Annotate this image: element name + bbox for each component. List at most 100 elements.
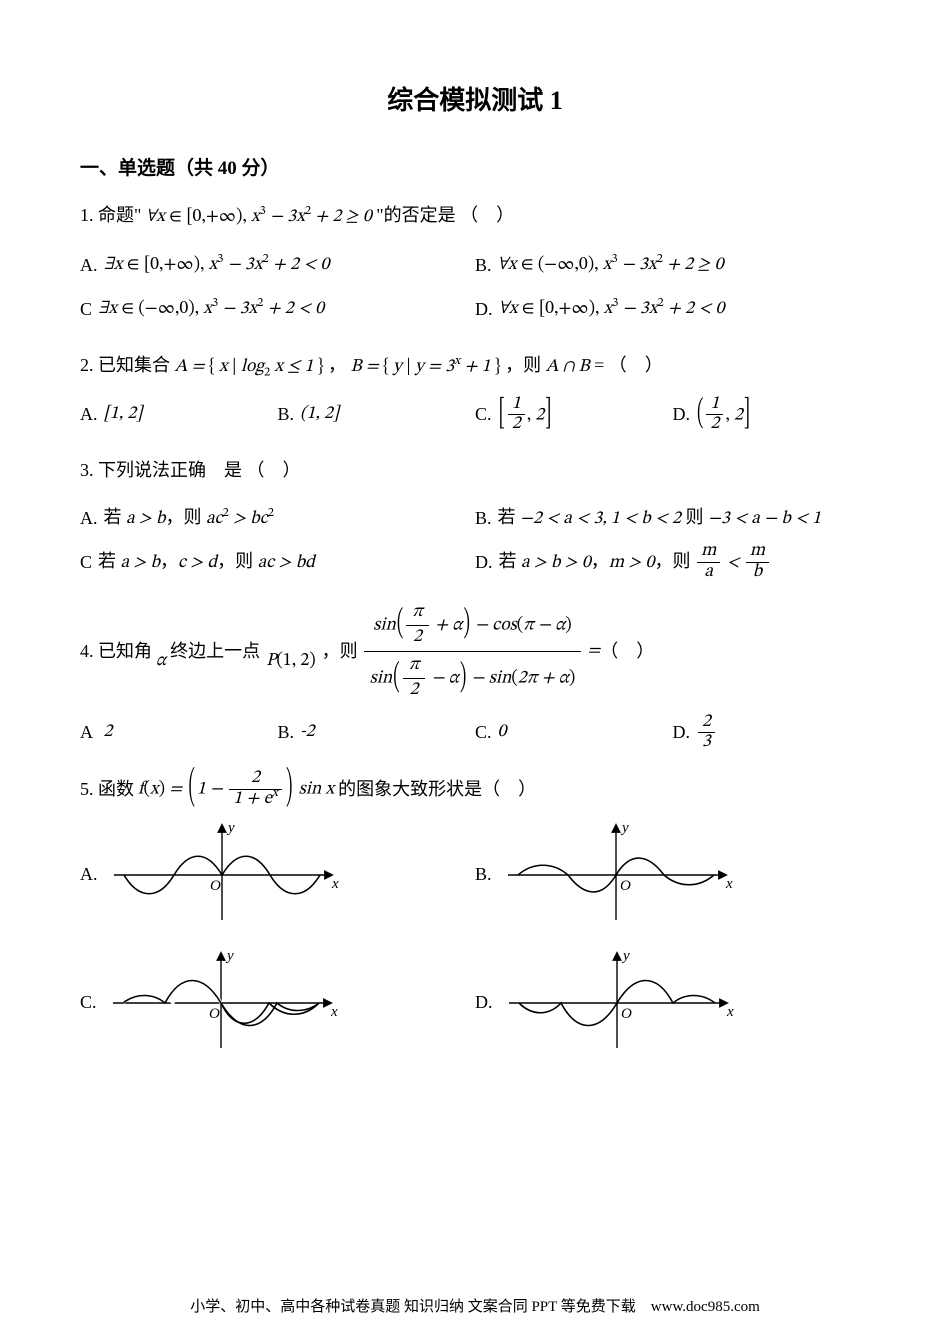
q2-opt-d: D. (12, 2] xyxy=(673,393,871,437)
q2-lead2: ，则 A ∩ B = xyxy=(505,355,604,375)
q4-opt-d: D. 23 xyxy=(673,711,871,755)
q2-stem: 2. 已知集合 A = { x | log2 x ≤ 1 } ， B = { y… xyxy=(80,346,870,388)
q2-num: 2. xyxy=(80,355,94,375)
opt-label: A. xyxy=(80,395,98,435)
q2-opt-b: B. (1, 2] xyxy=(278,393,476,437)
log-base: 2 xyxy=(264,365,270,378)
section-1-header: 一、单选题（共 40 分） xyxy=(80,153,870,180)
q1-c-expr: ∃x ∈ (−∞,0), x3 − 3x2 + 2 < 0 xyxy=(98,290,324,330)
q5-graphs: A. x y O B. xyxy=(80,820,870,1076)
opt-label: C xyxy=(80,290,92,330)
q1-d-expr: ∀x ∈ [0,+∞), x3 − 3x2 + 2 < 0 xyxy=(499,290,725,330)
q3-blank: （ ） xyxy=(247,460,301,480)
q5-blank: （ ） xyxy=(482,770,536,810)
opt-label: C. xyxy=(475,395,492,435)
den: 3 xyxy=(698,732,715,753)
q2-lead1: 已知集合 xyxy=(98,355,170,375)
q4-num: 4. xyxy=(80,632,94,672)
q4-lead2: 终边上一点 xyxy=(170,632,260,672)
origin-label: O xyxy=(210,878,221,894)
q4-bigfrac: sin(π2 + α) − cos(π − α) sin(π2 − α) − s… xyxy=(364,599,582,705)
q2-opt-c: C. [12, 2] xyxy=(475,393,673,437)
q2-c-expr: [12, 2] xyxy=(498,395,553,436)
q2-b-expr: (1, 2] xyxy=(300,395,339,435)
axis-x-label: x xyxy=(330,1004,338,1020)
q4-point-block: P(1, 2) xyxy=(266,632,316,672)
opt-label: A. xyxy=(80,855,98,895)
num: 2 xyxy=(698,713,715,733)
graph-b: x y O xyxy=(498,820,738,930)
q4-a-val: 2 xyxy=(104,713,113,753)
q4-blank: （ ） xyxy=(600,632,654,672)
q3-a-expr: 若 a > b，则 ac2 > bc2 xyxy=(104,498,274,540)
axis-x-label: x xyxy=(331,876,339,892)
q4-lead3: ，则 xyxy=(322,632,358,672)
opt-label: D. xyxy=(475,543,493,583)
opt-label: B. xyxy=(475,855,492,895)
question-3: 3. 下列说法正确 是 （ ） A. 若 a > b，则 ac2 > bc2 B… xyxy=(80,451,870,585)
q1-opt-d: D. ∀x ∈ [0,+∞), x3 − 3x2 + 2 < 0 xyxy=(475,288,870,332)
q2-opt-a: A. [1, 2] xyxy=(80,393,278,437)
q4-opt-c: C. 0 xyxy=(475,711,673,755)
q1-blank: （ ） xyxy=(460,205,514,225)
question-2: 2. 已知集合 A = { x | log2 x ≤ 1 } ， B = { y… xyxy=(80,346,870,438)
q4-eq: = xyxy=(587,632,600,672)
q5-opt-b: B. x y O xyxy=(475,820,870,930)
axis-y-label: y xyxy=(620,820,629,836)
origin-label: O xyxy=(209,1006,220,1022)
opt-label: D. xyxy=(475,983,493,1023)
q1-expr: ∀x ∈ [0,+∞), x3 − 3x2 + 2 ≥ 0 xyxy=(146,208,372,226)
page-title: 综合模拟测试 1 xyxy=(80,80,870,117)
exp: x xyxy=(454,354,460,367)
opt-label: B. xyxy=(475,499,492,539)
q3-opt-a: A. 若 a > b，则 ac2 > bc2 xyxy=(80,497,475,541)
q5-num: 5. xyxy=(80,770,94,810)
q1-lead1: 命题" xyxy=(98,205,141,225)
q5-func: f(x) = (1 − 21 + ex) sin x xyxy=(138,769,334,810)
q2-d-expr: (12, 2] xyxy=(696,395,751,436)
q5-opt-d: D. x y O xyxy=(475,948,870,1058)
axis-y-label: y xyxy=(225,948,234,964)
question-5: 5. 函数 f(x) = (1 − 21 + ex) sin x 的图象大致形状… xyxy=(80,769,870,1076)
origin-label: O xyxy=(621,1006,632,1022)
q4-options: A 2 B. -2 C. 0 D. 23 xyxy=(80,711,870,755)
graph-a: x y O xyxy=(104,820,344,930)
q1-opt-a: A. ∃x ∈ [0,+∞), x3 − 3x2 + 2 < 0 xyxy=(80,244,475,288)
q4-lead1: 已知角 xyxy=(98,632,152,672)
opt-label: A. xyxy=(80,246,98,286)
q4-opt-a: A 2 xyxy=(80,711,278,755)
q3-text: 下列说法正确 是 xyxy=(98,460,242,480)
q1-options: A. ∃x ∈ [0,+∞), x3 − 3x2 + 2 < 0 B. ∀x ∈… xyxy=(80,244,870,332)
q1-lead2: "的否定是 xyxy=(376,205,455,225)
q3-stem: 3. 下列说法正确 是 （ ） xyxy=(80,451,870,491)
q2-blank: （ ） xyxy=(609,355,663,375)
axis-y-label: y xyxy=(621,948,630,964)
axis-y-label: y xyxy=(226,820,235,836)
q1-a-expr: ∃x ∈ [0,+∞), x3 − 3x2 + 2 < 0 xyxy=(104,246,330,286)
q5-opt-a: A. x y O xyxy=(80,820,475,930)
q4-alpha: α xyxy=(156,652,166,672)
q3-num: 3. xyxy=(80,460,94,480)
q4-alpha-block: α xyxy=(156,632,166,672)
q3-opt-c: C 若 a > b，c > d，则 ac > bd xyxy=(80,541,475,585)
q1-opt-b: B. ∀x ∈ (−∞,0), x3 − 3x2 + 2 ≥ 0 xyxy=(475,244,870,288)
q2-a-expr: [1, 2] xyxy=(104,395,143,435)
opt-label: B. xyxy=(278,395,295,435)
q3-opt-d: D. 若 a > b > 0，m > 0，则 ma < mb xyxy=(475,541,870,585)
opt-label: A. xyxy=(80,499,98,539)
question-1: 1. 命题" ∀x ∈ [0,+∞), x3 − 3x2 + 2 ≥ 0 "的否… xyxy=(80,196,870,332)
q4-c-val: 0 xyxy=(498,713,507,753)
q3-opt-b: B. 若 −2 < a < 3, 1 < b < 2 则 −3 < a − b … xyxy=(475,497,870,541)
question-4: 4. 已知角 α 终边上一点 P(1, 2) ，则 sin(π2 + α) − … xyxy=(80,599,870,755)
q2-setB: B = { y | y = 3x + 1 } xyxy=(351,358,501,376)
q2-setA: A = { x | log2 x ≤ 1 } xyxy=(175,358,324,376)
q1-num: 1. xyxy=(80,205,94,225)
axis-x-label: x xyxy=(726,1004,734,1020)
q2-options: A. [1, 2] B. (1, 2] C. [12, 2] D. (12, 2… xyxy=(80,393,870,437)
opt-label: B. xyxy=(475,246,492,286)
q3-b-expr: 若 −2 < a < 3, 1 < b < 2 则 −3 < a − b < 1 xyxy=(498,498,822,540)
page-footer: 小学、初中、高中各种试卷真题 知识归纳 文案合同 PPT 等免费下载 www.d… xyxy=(0,1295,950,1316)
opt-label: D. xyxy=(673,713,691,753)
q5-opt-c: C. x y O xyxy=(80,948,475,1058)
axis-x-label: x xyxy=(725,876,733,892)
